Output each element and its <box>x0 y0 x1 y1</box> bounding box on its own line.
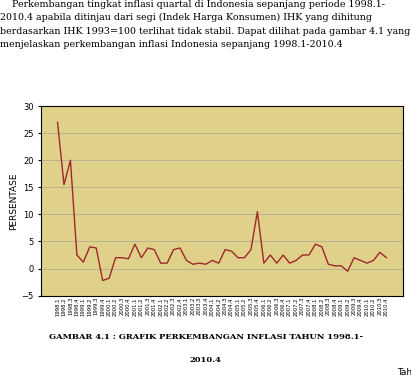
Y-axis label: PERSENTASE: PERSENTASE <box>9 172 18 230</box>
Text: 2010.4: 2010.4 <box>189 356 222 364</box>
X-axis label: Tahun: Tahun <box>397 368 411 377</box>
Text: Perkembangan tingkat inflasi quartal di Indonesia sepanjang periode 1998.1-
2010: Perkembangan tingkat inflasi quartal di … <box>0 0 410 49</box>
Text: GAMBAR 4.1 : GRAFIK PERKEMBANGAN INFLASI TAHUN 1998.1-: GAMBAR 4.1 : GRAFIK PERKEMBANGAN INFLASI… <box>48 333 363 341</box>
